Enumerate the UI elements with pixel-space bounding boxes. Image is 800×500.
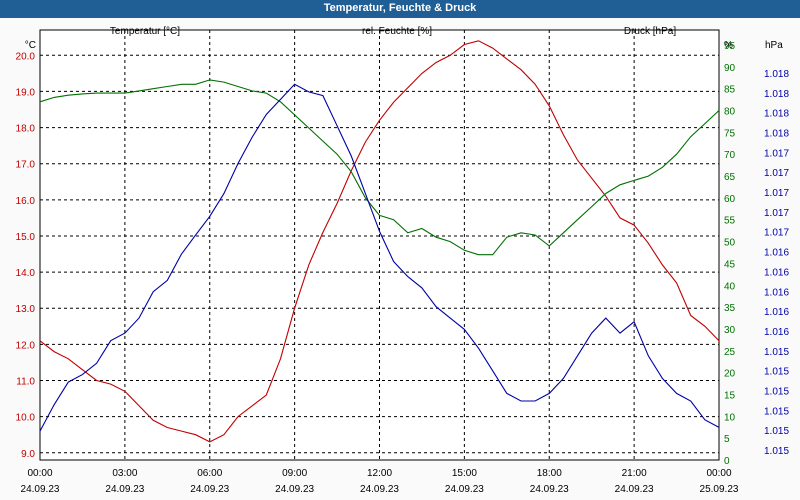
right1-tick-label: 20 bbox=[724, 369, 736, 380]
right2-tick-label: 1.016 bbox=[764, 307, 789, 318]
left-tick-label: 9.0 bbox=[21, 449, 35, 460]
plot-area bbox=[39, 29, 720, 461]
legend-humidity: rel. Feuchte [%] bbox=[362, 26, 432, 37]
right1-tick-label: 70 bbox=[724, 150, 736, 161]
x-tick-time: 12:00 bbox=[367, 468, 392, 479]
right2-tick-label: 1.015 bbox=[764, 386, 789, 397]
right2-tick-label: 1.017 bbox=[764, 148, 789, 159]
left-tick-label: 11.0 bbox=[16, 377, 35, 388]
x-tick-date: 24.09.23 bbox=[530, 484, 569, 495]
right1-tick-label: 15 bbox=[724, 390, 736, 401]
axes-layer: 9.0 10.0 11.0 12.0 13.0 14.0 15.0 16.0 17.0 18.0 1… bbox=[16, 41, 790, 495]
left-tick-label: 18.0 bbox=[16, 124, 36, 135]
x-tick-time: 15:00 bbox=[452, 468, 477, 479]
right1-tick-label: 65 bbox=[724, 172, 736, 183]
right2-tick-label: 1.016 bbox=[764, 267, 789, 278]
left-tick-label: 17.0 bbox=[16, 160, 36, 171]
left-tick-label: 15.0 bbox=[16, 232, 36, 243]
legend-temperature: Temperatur [°C] bbox=[110, 26, 180, 37]
right1-tick-label: 10 bbox=[724, 412, 736, 423]
right2-tick-label: 1.015 bbox=[764, 347, 789, 358]
right2-tick-label: 1.018 bbox=[764, 129, 789, 140]
right2-tick-label: 1.015 bbox=[764, 367, 789, 378]
right2-tick-label: 1.016 bbox=[764, 248, 789, 259]
x-tick-time: 03:00 bbox=[112, 468, 137, 479]
left-tick-label: 20.0 bbox=[16, 51, 36, 62]
left-tick-label: 16.0 bbox=[16, 196, 36, 207]
right1-tick-label: 40 bbox=[724, 281, 736, 292]
right1-tick-label: 80 bbox=[724, 107, 736, 118]
right1-tick-label: 5 bbox=[724, 434, 730, 445]
right2-tick-label: 1.015 bbox=[764, 406, 789, 417]
x-tick-date: 24.09.23 bbox=[105, 484, 144, 495]
x-tick-date: 24.09.23 bbox=[615, 484, 654, 495]
left-tick-label: 10.0 bbox=[16, 413, 36, 424]
x-tick-time: 00:00 bbox=[27, 468, 52, 479]
right2-axis-unit: hPa bbox=[765, 40, 783, 51]
right1-tick-label: 85 bbox=[724, 85, 736, 96]
right1-tick-label: 95 bbox=[724, 41, 736, 52]
right2-tick-label: 1.016 bbox=[764, 287, 789, 298]
right2-tick-label: 1.018 bbox=[764, 69, 789, 80]
temperature-series-line bbox=[39, 40, 720, 443]
right2-tick-label: 1.016 bbox=[764, 327, 789, 338]
legend-pressure: Druck [hPa] bbox=[624, 26, 676, 37]
x-tick-date: 24.09.23 bbox=[190, 484, 229, 495]
left-tick-label: 14.0 bbox=[16, 268, 36, 279]
right1-tick-label: 45 bbox=[724, 259, 736, 270]
pressure-series-line bbox=[39, 83, 720, 432]
x-tick-date: 24.09.23 bbox=[275, 484, 314, 495]
right1-tick-label: 35 bbox=[724, 303, 736, 314]
left-tick-label: 19.0 bbox=[16, 87, 36, 98]
x-tick-date: 24.09.23 bbox=[360, 484, 399, 495]
right1-tick-label: 60 bbox=[724, 194, 736, 205]
left-axis-unit: °C bbox=[25, 40, 36, 51]
right1-tick-label: 0 bbox=[724, 456, 730, 467]
right1-tick-label: 25 bbox=[724, 347, 736, 358]
x-tick-time: 18:00 bbox=[537, 468, 562, 479]
right2-tick-label: 1.018 bbox=[764, 89, 789, 100]
right2-tick-label: 1.017 bbox=[764, 188, 789, 199]
right2-tick-label: 1.017 bbox=[764, 208, 789, 219]
right1-tick-label: 75 bbox=[724, 128, 736, 139]
right1-tick-label: 50 bbox=[724, 238, 736, 249]
grid bbox=[40, 30, 719, 460]
right1-tick-label: 90 bbox=[724, 63, 736, 74]
right2-tick-label: 1.015 bbox=[764, 426, 789, 437]
right1-tick-label: 30 bbox=[724, 325, 736, 336]
right1-tick-label: 55 bbox=[724, 216, 736, 227]
right2-tick-label: 1.017 bbox=[764, 168, 789, 179]
right2-tick-label: 1.018 bbox=[764, 109, 789, 120]
x-tick-time: 00:00 bbox=[706, 468, 731, 479]
x-tick-time: 06:00 bbox=[197, 468, 222, 479]
left-tick-label: 13.0 bbox=[16, 304, 36, 315]
x-tick-date: 24.09.23 bbox=[445, 484, 484, 495]
x-tick-time: 21:00 bbox=[622, 468, 647, 479]
left-tick-label: 12.0 bbox=[16, 340, 36, 351]
x-tick-time: 09:00 bbox=[282, 468, 307, 479]
chart-title: Temperatur, Feuchte & Druck bbox=[0, 0, 800, 18]
humidity-series-line bbox=[39, 79, 720, 256]
x-tick-date: 25.09.23 bbox=[700, 484, 739, 495]
right2-tick-label: 1.017 bbox=[764, 228, 789, 239]
right1-axis-unit: % bbox=[724, 40, 733, 51]
series-layer bbox=[39, 40, 720, 443]
right2-tick-label: 1.015 bbox=[764, 446, 789, 457]
x-tick-date: 24.09.23 bbox=[21, 484, 60, 495]
